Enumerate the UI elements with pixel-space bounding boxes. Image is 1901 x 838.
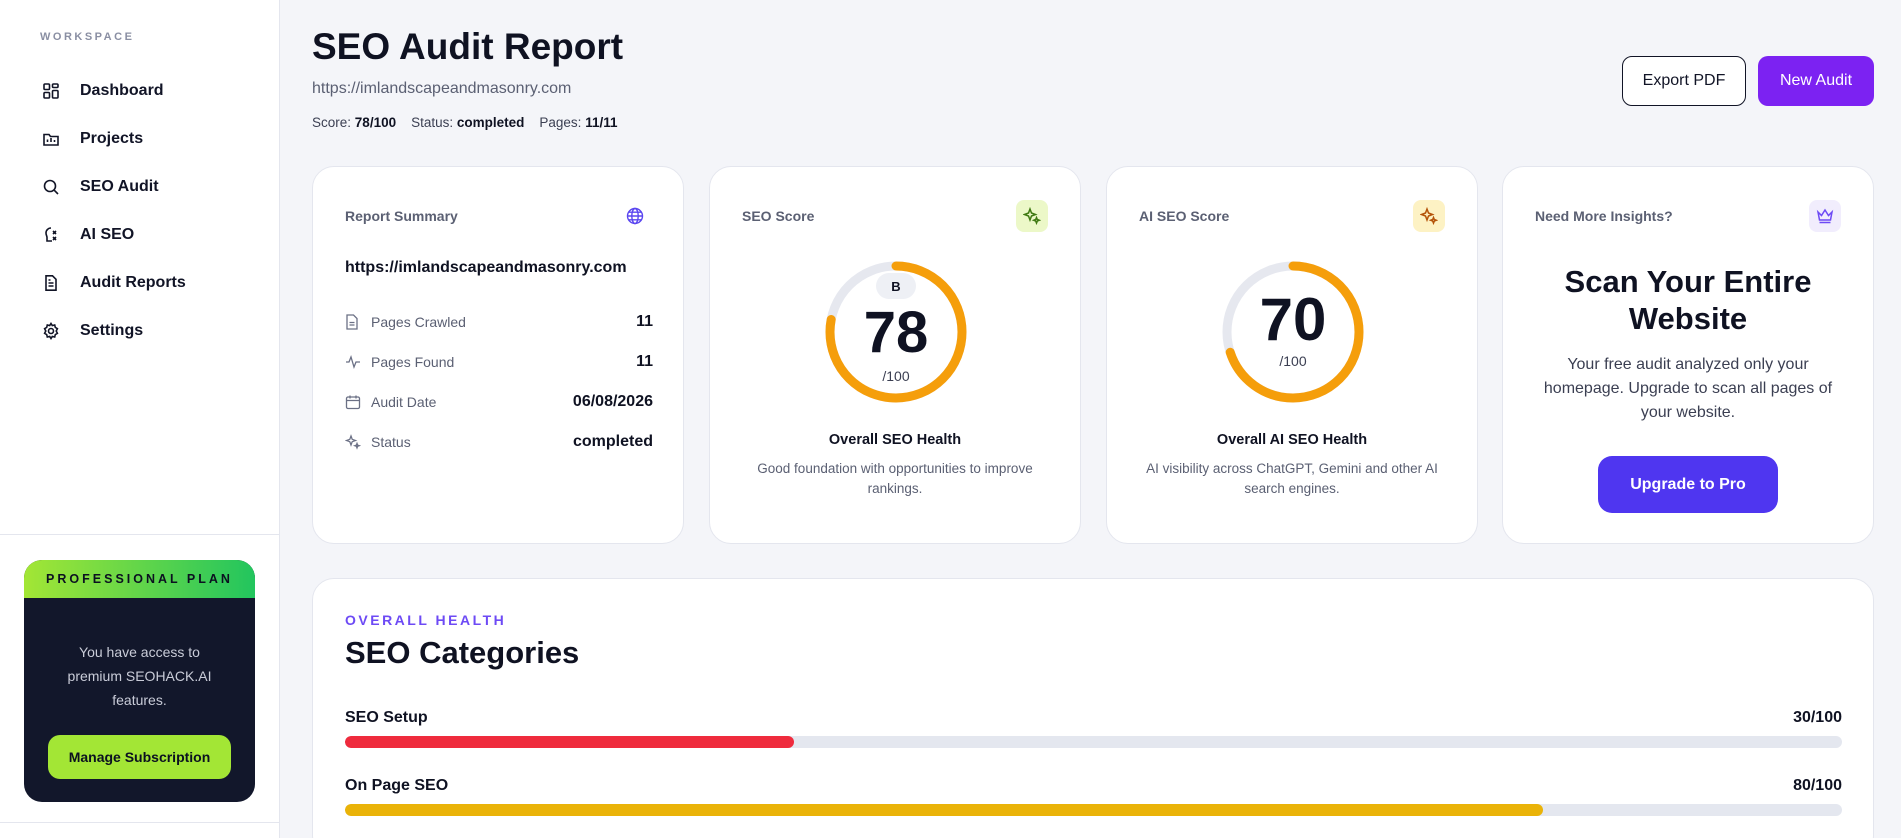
category-name: On Page SEO: [345, 777, 449, 794]
sidebar-bottom-divider: [0, 822, 280, 823]
card-title: SEO Score: [742, 208, 815, 224]
page-title: SEO Audit Report: [312, 26, 624, 67]
sidebar-item-dashboard[interactable]: Dashboard: [28, 67, 258, 115]
grade-badge: B: [876, 273, 916, 299]
sidebar-item-seo-audit[interactable]: SEO Audit: [28, 163, 258, 211]
category-progress-track: [345, 736, 1842, 748]
seo-score-max: /100: [882, 368, 910, 384]
card-title: Report Summary: [345, 208, 458, 224]
category-progress-fill: [345, 736, 795, 748]
workspace-label: WORKSPACE: [40, 31, 135, 43]
plan-badge: PROFESSIONAL PLAN: [24, 560, 255, 598]
report-meta: Score: 78/100 Status: completed Pages: 1…: [312, 115, 618, 130]
upgrade-card: Need More Insights? Scan Your Entire Web…: [1502, 166, 1874, 544]
meta-pages: Pages: 11/11: [539, 115, 618, 130]
seo-score-gauge: B 78 /100: [821, 257, 971, 407]
activity-icon: [345, 354, 361, 370]
upgrade-headline: Scan Your Entire Website: [1564, 264, 1812, 336]
category-score: 80/100: [1793, 777, 1842, 794]
ai-seo-score-arc: [1222, 261, 1364, 403]
report-icon: [42, 274, 60, 292]
sidebar-item-projects[interactable]: Projects: [28, 115, 258, 163]
sidebar-item-label: Settings: [80, 322, 144, 339]
section-eyebrow: OVERALL HEALTH: [345, 612, 507, 628]
dashboard-icon: [42, 82, 60, 100]
health-title: Overall AI SEO Health: [1216, 432, 1368, 448]
category-progress-track: [345, 804, 1842, 816]
calendar-icon: [345, 394, 361, 410]
gear-icon: [42, 322, 60, 340]
category-score: 30/100: [1793, 709, 1842, 726]
projects-icon: [42, 130, 60, 148]
health-description: Good foundation with opportunities to im…: [757, 461, 1033, 496]
summary-row-audit-date: Audit Date 06/08/2026: [345, 391, 653, 413]
meta-score: Score: 78/100: [312, 115, 397, 130]
ai-seo-score-max: /100: [1279, 353, 1307, 369]
sidebar-item-label: Dashboard: [80, 82, 164, 99]
category-name: SEO Setup: [345, 709, 428, 726]
seo-score-card: SEO Score B 78 /100 Overall SEO Health G…: [709, 166, 1081, 544]
sidebar-item-settings[interactable]: Settings: [28, 307, 258, 355]
ai-seo-score-value: 70: [1259, 286, 1327, 353]
sparkle-icon: [1413, 200, 1445, 232]
sidebar-nav: Dashboard Projects SEO Audit AI SEO Audi…: [28, 67, 258, 355]
category-progress-fill: [345, 804, 1543, 816]
sidebar-item-label: AI SEO: [80, 226, 135, 243]
document-icon: [345, 314, 361, 330]
sparkle-icon: [1016, 200, 1048, 232]
sidebar-divider: [0, 534, 280, 535]
card-title: AI SEO Score: [1139, 208, 1230, 224]
section-title: SEO Categories: [345, 635, 580, 670]
report-url: https://imlandscapeandmasonry.com: [312, 80, 572, 97]
meta-status: Status: completed: [411, 115, 525, 130]
card-title: Need More Insights?: [1535, 208, 1673, 224]
ai-seo-icon: [42, 226, 60, 244]
summary-row-pages-found: Pages Found 11: [345, 351, 653, 373]
manage-subscription-button[interactable]: Manage Subscription: [48, 735, 231, 779]
health-title: Overall SEO Health: [828, 432, 962, 448]
search-icon: [42, 178, 60, 196]
upgrade-description: Your free audit analyzed only your homep…: [1543, 356, 1833, 421]
sidebar-item-label: Audit Reports: [80, 274, 186, 291]
summary-row-status: Status completed: [345, 431, 653, 453]
sidebar-item-label: SEO Audit: [80, 178, 159, 195]
sidebar-item-label: Projects: [80, 130, 144, 147]
ai-seo-score-gauge: 70 /100: [1218, 257, 1368, 407]
sparkle-icon: [345, 434, 361, 450]
sidebar-item-audit-reports[interactable]: Audit Reports: [28, 259, 258, 307]
seo-score-value: 78: [863, 300, 929, 365]
seo-score-arc: [825, 261, 967, 403]
summary-row-pages-crawled: Pages Crawled 11: [345, 311, 653, 333]
new-audit-button[interactable]: New Audit: [1758, 56, 1874, 106]
sidebar: WORKSPACE Dashboard Projects SEO Audit A…: [0, 0, 280, 838]
report-summary-card: Report Summary https://imlandscapeandmas…: [312, 166, 684, 544]
sidebar-item-ai-seo[interactable]: AI SEO: [28, 211, 258, 259]
export-pdf-button[interactable]: Export PDF: [1622, 56, 1746, 106]
ai-seo-score-card: AI SEO Score 70 /100 Overall AI SEO Heal…: [1106, 166, 1478, 544]
globe-icon: [619, 200, 651, 232]
crown-icon: [1809, 200, 1841, 232]
upgrade-to-pro-button[interactable]: Upgrade to Pro: [1598, 456, 1778, 513]
summary-url: https://imlandscapeandmasonry.com: [345, 259, 627, 276]
health-description: AI visibility across ChatGPT, Gemini and…: [1146, 461, 1438, 496]
plan-card: PROFESSIONAL PLAN You have access to pre…: [24, 560, 255, 802]
plan-description: You have access to premium SEOHACK.AI fe…: [67, 644, 212, 708]
seo-categories-card: OVERALL HEALTH SEO Categories SEO Setup …: [312, 578, 1874, 838]
